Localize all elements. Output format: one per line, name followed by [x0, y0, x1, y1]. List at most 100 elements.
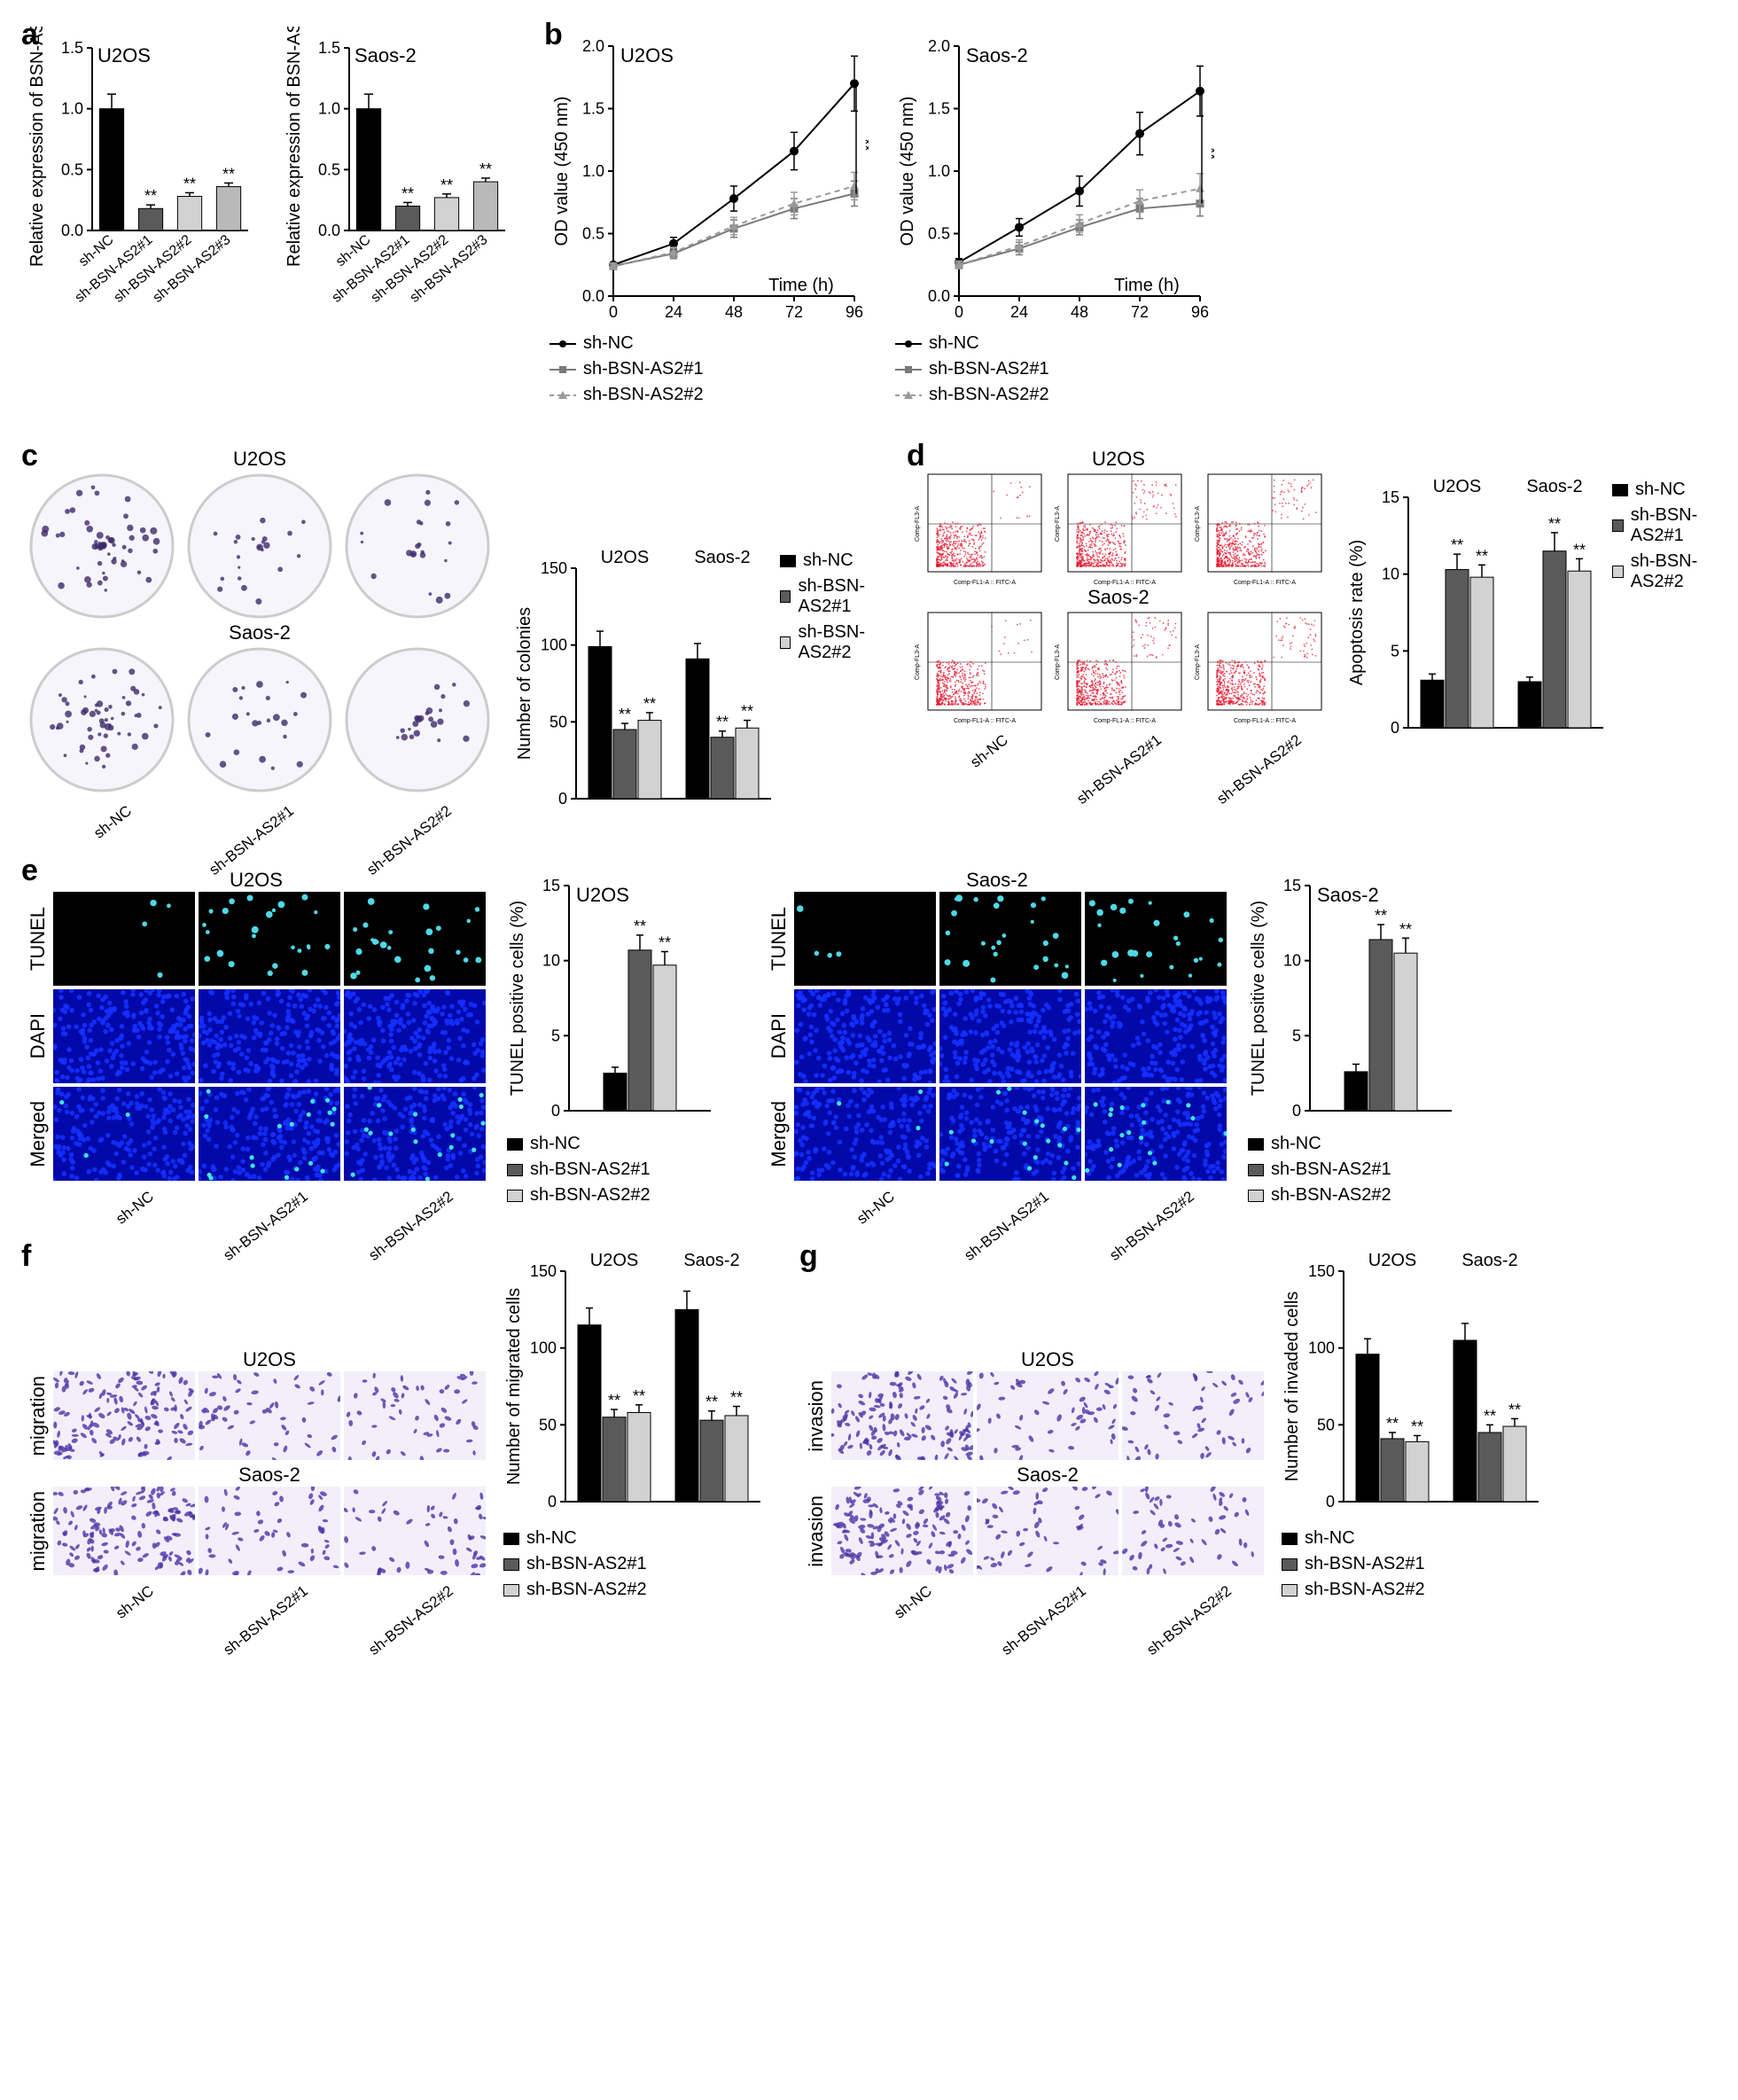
panel-b-label: b	[544, 18, 563, 52]
svg-text:0.0: 0.0	[582, 287, 604, 305]
svg-text:96: 96	[846, 303, 863, 321]
cell-line-title: U2OS	[27, 448, 493, 471]
panel-c-chart: 050100150Number of colonies****U2OS****S…	[514, 545, 780, 820]
legend-row: sh-NC	[1612, 480, 1711, 500]
svg-text:Relative expression of BSN-AS2: Relative expression of BSN-AS2	[27, 27, 47, 267]
x-label: sh-NC	[113, 1582, 157, 1622]
micrograph	[344, 892, 486, 986]
svg-text:Number of colonies: Number of colonies	[515, 607, 534, 760]
svg-text:Comp-FL3-A: Comp-FL3-A	[1195, 506, 1201, 542]
panel-f-label: f	[21, 1239, 31, 1274]
legend-label: sh-NC	[1271, 1134, 1321, 1154]
legend-swatch	[780, 636, 791, 649]
svg-text:**: **	[1476, 547, 1488, 565]
figure: a 0.00.51.01.5Relative expression of BSN…	[27, 27, 1711, 1600]
legend-row: sh-BSN-AS2#2	[503, 1580, 769, 1600]
cell-line-title: Saos-2	[27, 621, 493, 644]
panel-f-legend: sh-NCsh-BSN-AS2#1sh-BSN-AS2#2	[503, 1528, 769, 1600]
panel-f: f U2OSmigrationSaos-2migrationsh-NCsh-BS…	[27, 1248, 769, 1600]
legend-row: sh-BSN-AS2#2	[1248, 1185, 1461, 1206]
legend-row: sh-NC	[780, 550, 877, 571]
svg-text:Apoptosis rate (%): Apoptosis rate (%)	[1347, 540, 1367, 686]
svg-text:**: **	[1451, 536, 1463, 554]
micrograph	[199, 1087, 340, 1181]
panel-d-chart: 051015Apoptosis rate (%)****U2OS****Saos…	[1346, 474, 1612, 749]
svg-text:1.5: 1.5	[318, 39, 340, 57]
panel-e-u2os-images: U2OSTUNELDAPIMergedsh-NCsh-BSN-AS2#1sh-B…	[27, 869, 486, 1206]
legend-row: sh-BSN-AS2#1	[780, 576, 877, 617]
svg-text:**: **	[1202, 147, 1214, 160]
svg-text:2.0: 2.0	[928, 37, 950, 55]
legend-row: sh-BSN-AS2#1	[503, 1554, 769, 1574]
flow-plot: Comp-FL1-A :: FITC-AComp-FL3-A	[912, 609, 1045, 724]
colony-dish	[184, 471, 335, 621]
x-label: sh-BSN-AS2#1	[1073, 731, 1165, 808]
legend-swatch	[1248, 1138, 1264, 1151]
cell-line-title: U2OS	[912, 448, 1325, 471]
svg-text:**: **	[183, 175, 196, 192]
micrograph	[1085, 989, 1227, 1083]
x-label: sh-BSN-AS2#2	[1143, 1582, 1235, 1659]
svg-text:U2OS: U2OS	[1433, 477, 1481, 496]
svg-text:15: 15	[1382, 488, 1399, 506]
panel-d-images: U2OSComp-FL1-A :: FITC-AComp-FL3-AComp-F…	[912, 448, 1325, 749]
row-cd: c U2OSSaos-2sh-NCsh-BSN-AS2#1sh-BSN-AS2#…	[27, 448, 1711, 820]
transwell-image	[831, 1487, 973, 1575]
legend-swatch	[1612, 519, 1624, 532]
legend-item-label: sh-NC	[929, 333, 979, 354]
panel-c-legend: sh-NCsh-BSN-AS2#1sh-BSN-AS2#2	[780, 550, 877, 663]
svg-text:U2OS: U2OS	[97, 44, 151, 66]
panel-c-images: U2OSSaos-2sh-NCsh-BSN-AS2#1sh-BSN-AS2#2	[27, 448, 493, 820]
svg-text:2.0: 2.0	[582, 37, 604, 55]
panel-e-saos2-images: Saos-2TUNELDAPIMergedsh-NCsh-BSN-AS2#1sh…	[768, 869, 1227, 1206]
panel-f-chart: 050100150Number of migrated cells****U2O…	[503, 1248, 769, 1523]
micrograph	[199, 989, 340, 1083]
svg-text:24: 24	[665, 303, 682, 321]
svg-text:24: 24	[1010, 303, 1028, 321]
svg-text:**: **	[716, 714, 729, 731]
legend-label: sh-BSN-AS2#1	[526, 1554, 647, 1574]
legend-label: sh-BSN-AS2#2	[1631, 551, 1711, 592]
x-label: sh-NC	[113, 1188, 157, 1228]
svg-text:100: 100	[541, 636, 567, 654]
panel-b-saos2: 0.00.51.01.52.0024487296OD value (450 nm…	[895, 27, 1214, 405]
transwell-image	[199, 1371, 340, 1460]
panel-b-u2os: 0.00.51.01.52.0024487296OD value (450 nm…	[549, 27, 869, 405]
panel-e-saos2-chart: 051015TUNEL positive cells (%)Saos-2****	[1248, 863, 1461, 1128]
legend-label: sh-BSN-AS2#2	[1271, 1185, 1391, 1206]
legend-row: sh-BSN-AS2#2	[1282, 1580, 1547, 1600]
colony-dish	[27, 471, 177, 621]
legend-label: sh-NC	[1635, 480, 1686, 500]
svg-text:Comp-FL1-A :: FITC-A: Comp-FL1-A :: FITC-A	[954, 718, 1016, 724]
legend-item-label: sh-BSN-AS2#1	[583, 359, 704, 379]
panel-b: b 0.00.51.01.52.0024487296OD value (450 …	[549, 27, 1214, 405]
flow-plot: Comp-FL1-A :: FITC-AComp-FL3-A	[1052, 471, 1185, 586]
transwell-image	[53, 1487, 195, 1575]
svg-text:50: 50	[549, 713, 567, 730]
svg-text:**: **	[144, 187, 157, 205]
svg-text:0: 0	[955, 303, 963, 321]
panel-c: c U2OSSaos-2sh-NCsh-BSN-AS2#1sh-BSN-AS2#…	[27, 448, 877, 820]
side-label: invasion	[805, 1495, 828, 1567]
legend-row: sh-BSN-AS2#1	[1282, 1554, 1547, 1574]
legend-swatch	[1248, 1190, 1264, 1202]
svg-text:**: **	[741, 703, 753, 721]
micrograph	[794, 892, 936, 986]
row-label: TUNEL	[768, 907, 791, 971]
svg-text:Saos-2: Saos-2	[1526, 477, 1582, 496]
cell-line-title: Saos-2	[53, 1464, 486, 1487]
svg-text:OD value (450 nm): OD value (450 nm)	[552, 97, 572, 246]
legend-item-label: sh-BSN-AS2#2	[583, 385, 704, 405]
svg-text:**: **	[1548, 515, 1561, 533]
transwell-image	[1122, 1371, 1264, 1460]
svg-text:Comp-FL3-A: Comp-FL3-A	[915, 506, 921, 542]
panel-a-u2os: 0.00.51.01.5Relative expression of BSN-A…	[27, 27, 257, 328]
svg-text:0: 0	[1391, 719, 1399, 737]
row-label: TUNEL	[27, 907, 50, 971]
legend-item-label: sh-NC	[583, 333, 634, 354]
micrograph	[939, 989, 1081, 1083]
micrograph	[53, 1087, 195, 1181]
panel-d-legend: sh-NCsh-BSN-AS2#1sh-BSN-AS2#2	[1612, 480, 1711, 592]
legend-swatch	[503, 1584, 519, 1596]
panel-e-u2os-legend: sh-NCsh-BSN-AS2#1sh-BSN-AS2#2	[507, 1134, 720, 1206]
